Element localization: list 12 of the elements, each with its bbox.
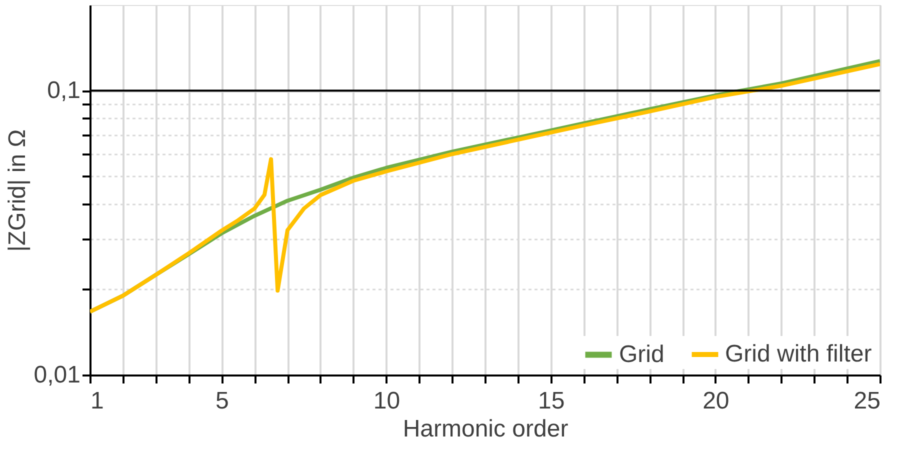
legend-label: Grid with filter: [725, 340, 872, 368]
y-tick-label: 0,01: [34, 362, 80, 388]
y-tick-label: 0,1: [47, 77, 80, 104]
x-tick-label: 10: [373, 388, 400, 414]
legend-label: Grid: [619, 340, 664, 368]
x-tick-label: 20: [702, 388, 730, 414]
y-axis-title: |ZGrid| in Ω: [4, 129, 31, 252]
x-axis-title: Harmonic order: [402, 416, 568, 442]
x-tick-label: 1: [90, 388, 104, 414]
x-tick-label: 15: [538, 388, 565, 414]
x-tick-label: 25: [854, 388, 880, 414]
x-tick-label: 5: [215, 388, 229, 414]
